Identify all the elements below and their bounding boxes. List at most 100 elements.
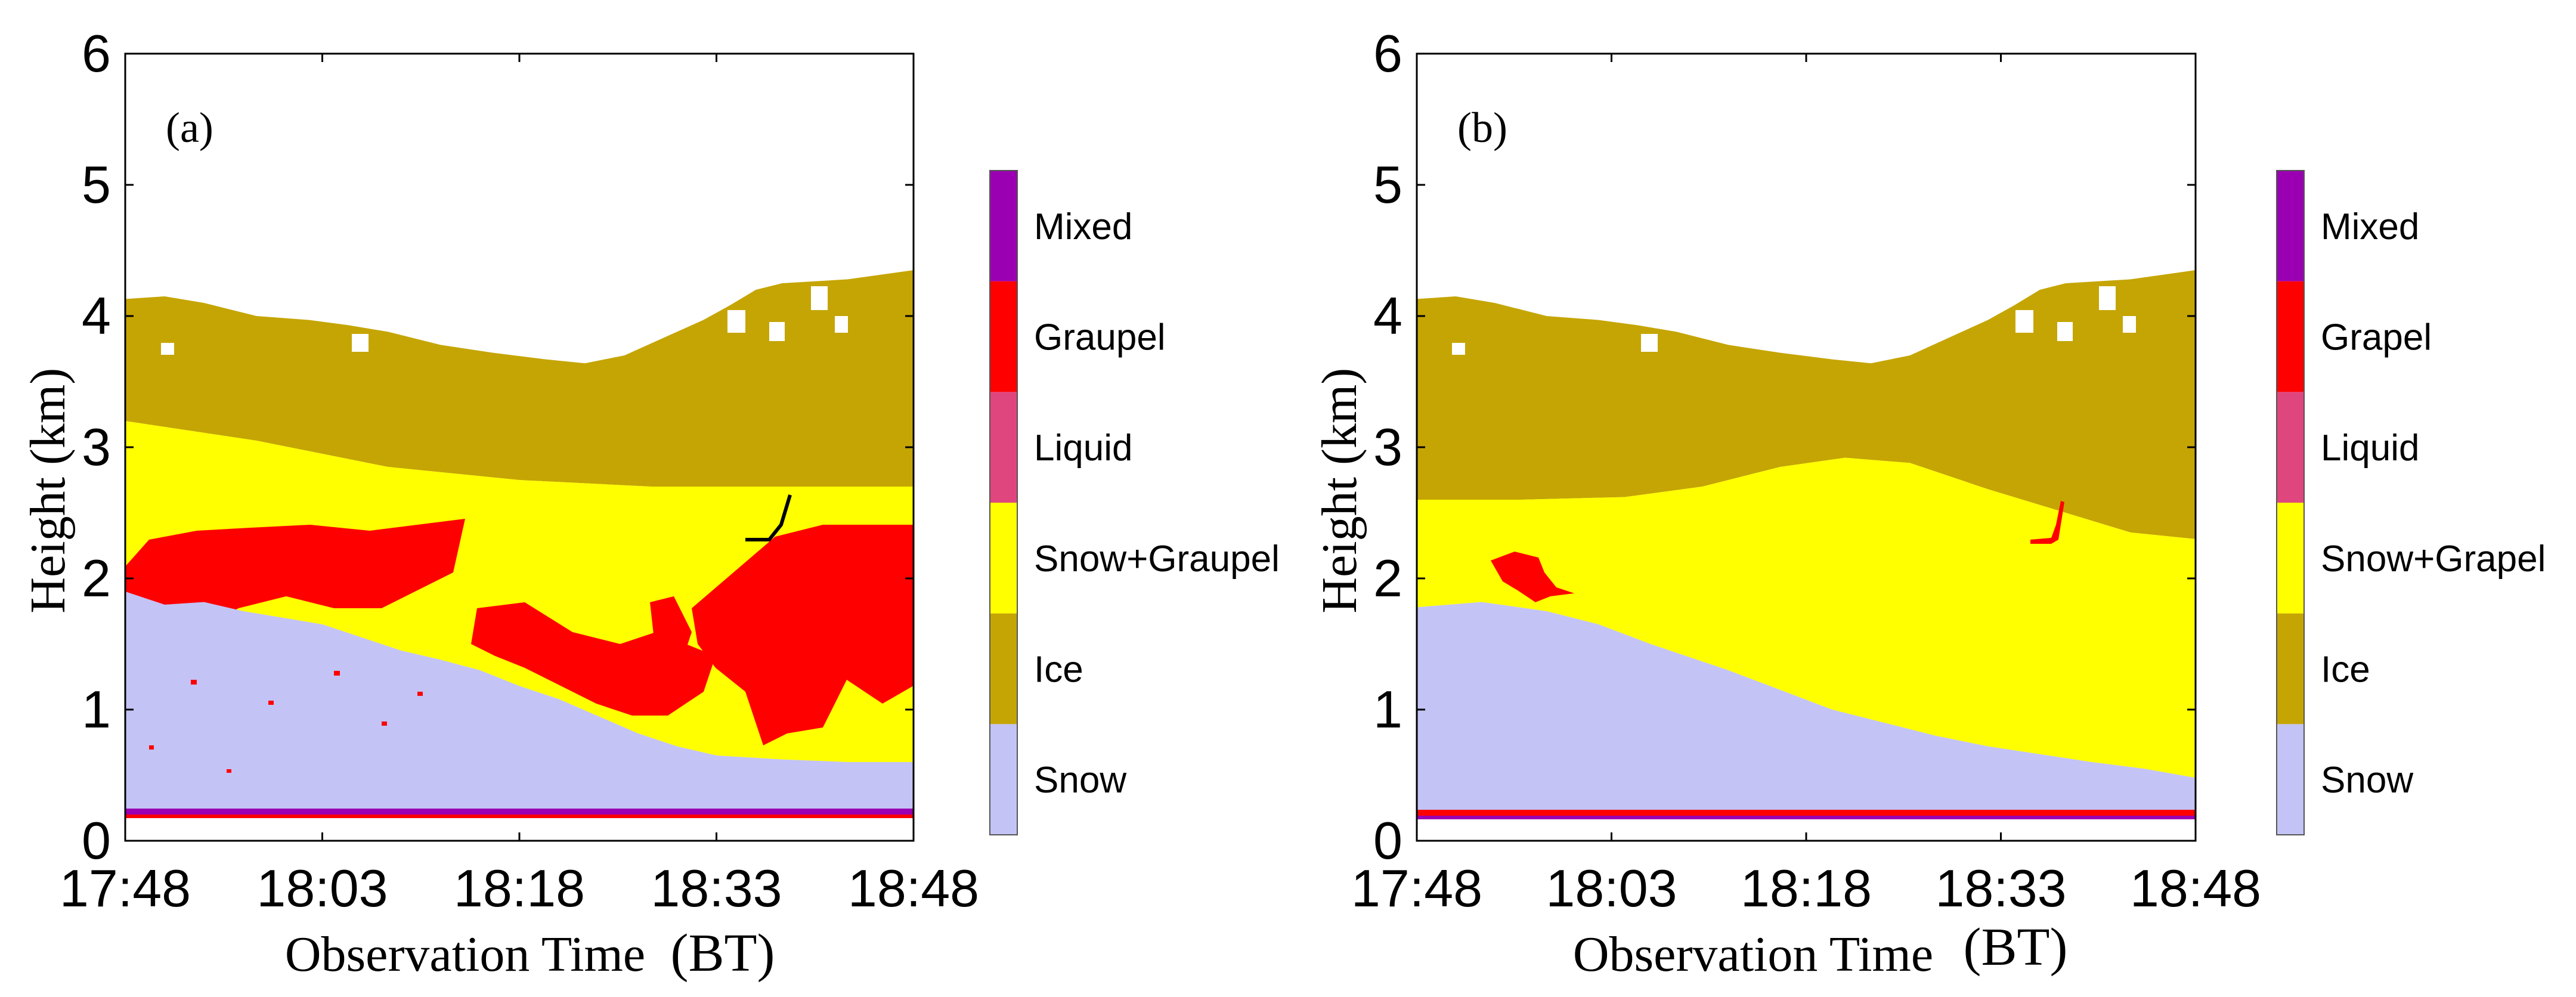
ice-layer-a [125,270,914,487]
graupel-speckle [382,722,387,726]
colorbar-a: Snow Ice Snow+Graupel Liquid Graupel Mixed [989,170,1280,835]
colorbar-swatch [990,613,1017,724]
graupel-patch [650,596,692,668]
colorbar-label: Snow [1034,760,1126,801]
colorbar-swatch [2277,503,2304,614]
y-tick-label: 6 [1373,24,1402,83]
gap [352,334,369,352]
panel-label-a: (a) [166,104,213,151]
x-tick-label: 18:03 [256,859,388,918]
y-tick-label: 2 [82,549,111,608]
y-tick-label: 1 [1373,680,1402,739]
colorbar-swatch [990,281,1017,392]
graupel-speckle [417,692,423,696]
y-tick-label: 0 [82,811,111,870]
colorbar-label: Ice [1034,649,1083,691]
graupel-speckle [268,701,274,705]
y-axis-label-a: Height [20,477,76,614]
y-tick-label: 4 [1373,286,1402,345]
y-axis-a: 0 1 2 3 4 5 6 [82,24,914,870]
plot-area-b: (b) [1416,52,2197,842]
snow-layer-a [125,592,914,815]
x-tick-label: 18:03 [1546,859,1677,918]
y-axis-unit-b: (km) [1312,368,1367,465]
colorbar-label: Mixed [1034,206,1132,247]
colorbar-swatch [2277,171,2304,281]
gap [769,322,785,341]
colorbar-label: Grapel [2321,317,2432,358]
y-axis-title-a: Height (km) [20,368,76,614]
y-axis-b: 0 1 2 3 4 5 6 [1373,24,2196,870]
bottom-mixed-band-b [1417,816,2196,819]
x-tick-label: 18:33 [651,859,782,918]
bottom-mixed-band-a [125,809,914,815]
y-tick-label: 4 [82,286,111,345]
gap [161,343,174,355]
graupel-patch [2030,501,2064,544]
graupel-patches-b [1491,501,2064,602]
x-axis-label-b: Observation Time [1573,927,1933,982]
y-tick-label: 0 [1373,811,1402,870]
gap [2123,316,2136,333]
y-tick-label: 5 [1373,155,1402,214]
y-tick-label: 6 [82,24,111,83]
colorbar-label: Snow+Grapel [2321,538,2546,580]
graupel-speckles-a [149,671,423,773]
x-tick-label: 18:48 [848,859,979,918]
gap [727,310,745,333]
x-tick-label: 17:48 [1351,859,1482,918]
y-axis-label-b: Height [1312,477,1367,614]
graupel-patches-a [125,519,914,745]
colorbar-swatch [990,724,1017,835]
snow-layer-b [1417,602,2196,815]
y-axis-title-b: Height (km) [1312,368,1367,614]
gap [835,316,848,333]
snow-graupel-layer-a [125,421,914,762]
gap [1452,343,1465,355]
colorbar-label: Graupel [1034,317,1166,358]
gap [1538,289,1552,313]
y-tick-label: 3 [1373,417,1402,476]
panel-b: (b) 0 1 2 3 4 5 6 17:48 18:03 18:18 18:33 18:48 He… [1312,24,2546,982]
colorbar-label: Snow+Graupel [1034,538,1280,580]
profile-line-a [745,494,792,541]
y-tick-label: 1 [82,680,111,739]
graupel-speckle [149,745,154,750]
colorbar-label: Mixed [2321,206,2419,247]
bottom-graupel-band-b [1417,810,2196,816]
graupel-speckle [227,769,231,773]
colorbar-frame [989,170,1018,835]
gap [811,286,828,310]
x-tick-label: 17:48 [60,859,191,918]
x-tick-label: 18:33 [1935,859,2066,918]
colorbar-label: Liquid [2321,428,2419,469]
x-tick-label: 18:48 [2130,859,2261,918]
colorbar-label: Ice [2321,649,2370,691]
colorbar-swatch [2277,724,2304,835]
panel-label-b: (b) [1457,104,1507,151]
y-tick-label: 2 [1373,549,1402,608]
snow-graupel-layer-b [1417,457,2196,778]
colorbar-label: Snow [2321,760,2413,801]
gap [246,289,259,313]
plot-area-a: (a) [124,52,915,842]
gap [1641,334,1658,352]
x-tick-label: 18:18 [454,859,585,918]
ice-layer-b [1417,270,2196,539]
graupel-patch [1491,552,1574,602]
colorbar-label: Liquid [1034,428,1132,469]
y-tick-label: 5 [82,155,111,214]
y-axis-unit-a: (km) [20,368,76,465]
gap [2015,310,2033,333]
graupel-patch [692,525,914,745]
colorbar-swatch [2277,281,2304,392]
colorbar-swatch [2277,613,2304,724]
gaps-b [1452,286,2136,355]
gap [2057,322,2073,341]
colorbar-swatch [990,171,1017,281]
x-axis-unit-b: (BT) [1964,918,2068,977]
colorbar-swatch [2277,392,2304,503]
y-tick-label: 3 [82,417,111,476]
graupel-speckle [334,671,340,676]
